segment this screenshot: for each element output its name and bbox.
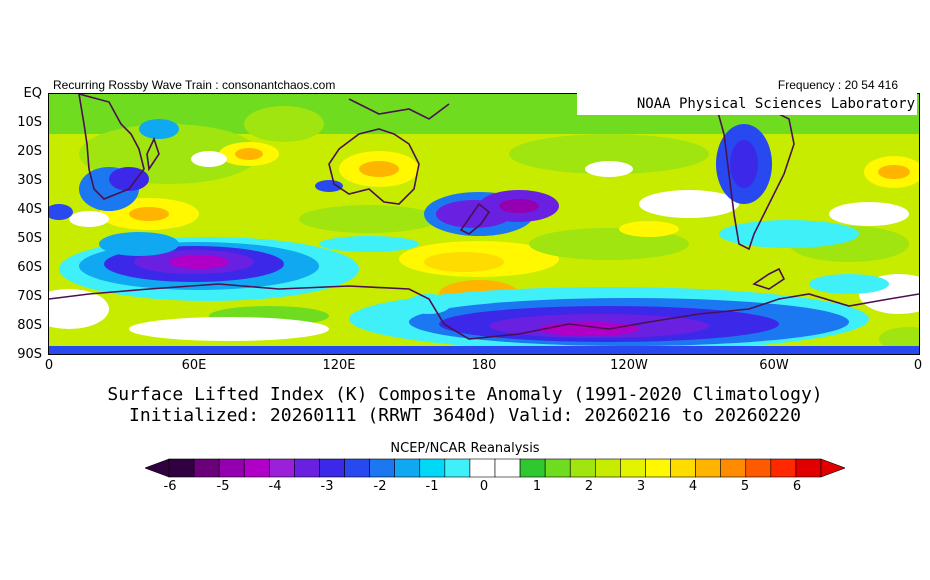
colorbar-swatch [243,458,270,478]
colorbar-swatch [544,458,571,478]
colorbar-swatch [595,458,621,478]
colorbar-tick-label: -2 [373,479,387,494]
colorbar-swatch [519,458,546,478]
colorbar-swatch [193,458,220,478]
map-panel [48,93,920,355]
colorbar-tick-label: -3 [320,479,334,494]
lon-label: 120E [322,358,356,373]
polar-strip [49,346,919,354]
coastlines [49,94,919,340]
colorbar-tick-label: -4 [268,479,282,494]
colorbar-tick-label: 3 [636,479,646,494]
lat-label: 90S [17,347,42,362]
colorbar-tick-label: 4 [688,479,698,494]
colorbar-swatch [720,458,747,478]
lon-label: 60W [759,358,789,373]
colorbar-swatch [569,458,596,478]
colorbar-tick-label: -5 [216,479,230,494]
lon-label: 0 [913,358,923,373]
lat-label: 60S [17,260,42,275]
colorbar-swatch [494,458,521,478]
colorbar-swatch [269,458,295,478]
header-left-text: Recurring Rossby Wave Train : consonantc… [53,78,336,92]
lat-label: 20S [17,144,42,159]
colorbar-swatch [319,458,345,478]
lon-label: 180 [471,358,497,373]
neutral-areas [49,151,919,341]
colorbar-swatch [645,458,671,478]
colorbar-swatch [444,458,471,478]
colorbar-min-arrow [145,458,170,478]
lab-label: NOAA Physical Sciences Laboratory [577,93,917,115]
colorbar-tick-label: -6 [163,479,177,494]
lon-label: 60E [181,358,207,373]
map-title-line2: Initialized: 20260111 (RRWT 3640d) Valid… [129,405,801,426]
colorbar-swatch [469,458,496,478]
lat-label: 30S [17,173,42,188]
colorbar-max-arrow [820,458,845,478]
lat-label: 70S [17,289,42,304]
lat-label: 50S [17,231,42,246]
anomaly-map [49,94,919,354]
lat-label: 80S [17,318,42,333]
lat-label: 10S [17,115,42,130]
lon-label: 0 [44,358,54,373]
colorbar-swatch [168,458,195,478]
colorbar-swatch [218,458,245,478]
colorbar-tick-label: 1 [532,479,542,494]
colorbar-swatch [369,458,395,478]
colorbar-swatch [394,458,421,478]
colorbar-tick-label: 2 [584,479,594,494]
lat-label: 40S [17,202,42,217]
colorbar [145,458,845,478]
colorbar-swatch [294,458,320,478]
colorbar-source-label: NCEP/NCAR Reanalysis [390,441,540,456]
map-title-line1: Surface Lifted Index (K) Composite Anoma… [107,384,823,405]
colorbar-tick-label: 0 [479,479,489,494]
colorbar-swatch [770,458,797,478]
colorbar-swatch [419,458,446,478]
colorbar-swatch [795,458,822,478]
lat-label: EQ [23,86,42,101]
colorbar-swatch [344,458,370,478]
colorbar-swatch [745,458,772,478]
colorbar-tick-label: -1 [425,479,439,494]
lon-label: 120W [610,358,648,373]
colorbar-swatch [670,458,696,478]
colorbar-tick-label: 5 [740,479,750,494]
colorbar-tick-label: 6 [792,479,802,494]
colorbar-swatch [620,458,646,478]
header-right-text: Frequency : 20 54 416 [777,78,898,92]
colorbar-swatch [695,458,721,478]
